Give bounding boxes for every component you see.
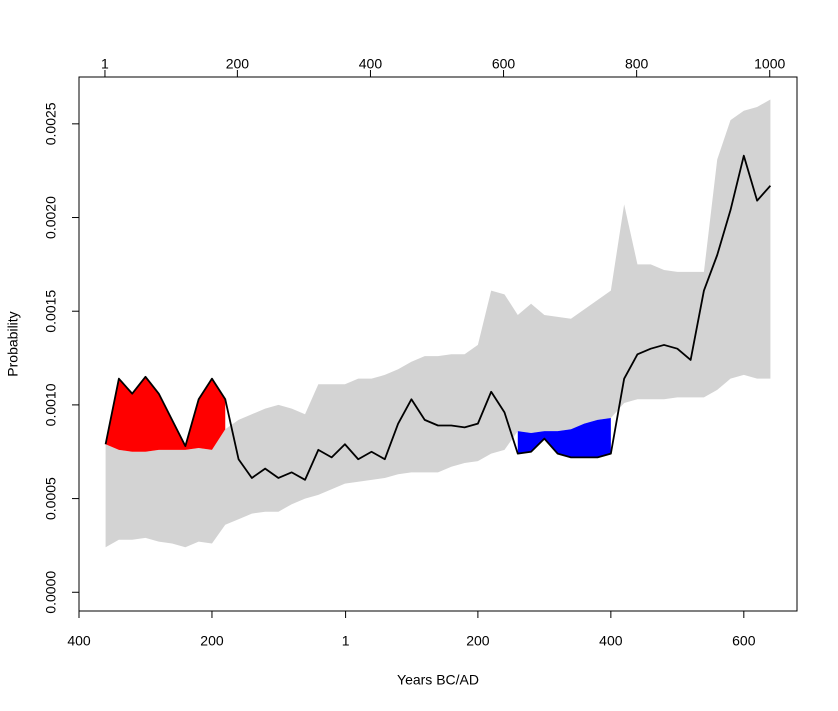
x-tick-label: 1 [342, 633, 350, 649]
x2-tick-label: 800 [625, 56, 649, 72]
x-tick-label: 400 [599, 633, 623, 649]
x-tick-label: 200 [200, 633, 224, 649]
envelope [105, 99, 771, 548]
above-envelope [105, 376, 226, 452]
y-tick-label: 0.0015 [43, 290, 59, 333]
plot-layer [104, 99, 772, 548]
below-envelope [517, 418, 611, 458]
y-tick-label: 0.0005 [43, 477, 59, 520]
x-tick-label: 400 [67, 633, 91, 649]
y-tick-label: 0.0020 [43, 196, 59, 239]
x-tick-label: 600 [732, 633, 756, 649]
x-axis-label: Years BC/AD [397, 672, 479, 688]
x2-tick-label: 1000 [754, 56, 785, 72]
x2-tick-label: 200 [226, 56, 250, 72]
y-tick-label: 0.0025 [43, 102, 59, 145]
x2-tick-label: 400 [359, 56, 383, 72]
y-axis-label: Probability [5, 311, 21, 376]
x2-tick-label: 600 [492, 56, 516, 72]
line [104, 154, 772, 481]
x-tick-label: 200 [466, 633, 490, 649]
x2-tick-label: 1 [101, 56, 109, 72]
y-tick-label: 0.0000 [43, 571, 59, 614]
y-tick-label: 0.0010 [43, 383, 59, 426]
